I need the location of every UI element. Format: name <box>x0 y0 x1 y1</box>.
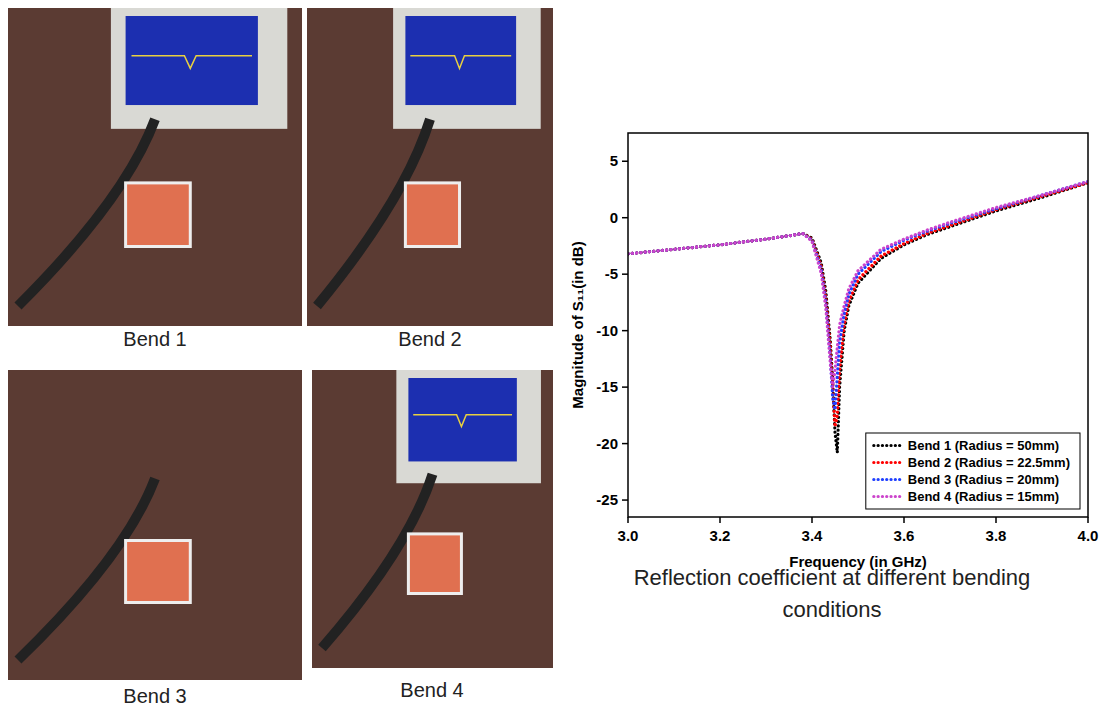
series-line <box>628 182 1088 410</box>
y-tick-label: 5 <box>610 152 618 169</box>
y-tick-label: 0 <box>610 209 618 226</box>
y-tick-label: -15 <box>596 378 618 395</box>
legend: Bend 1 (Radius = 50mm) Bend 2 (Radius = 2… <box>866 433 1080 509</box>
x-tick <box>719 517 721 523</box>
photo <box>8 370 302 680</box>
y-tick-label: -20 <box>596 435 618 452</box>
x-tick-label: 3.4 <box>802 527 824 544</box>
chart: 3.03.23.43.63.84.0-25-20-15-10-505Freque… <box>569 133 1098 570</box>
legend-swatch <box>874 461 902 464</box>
legend-label: Bend 4 (Radius = 15mm) <box>908 489 1059 504</box>
x-tick <box>627 517 629 523</box>
x-tick <box>995 517 997 523</box>
legend-swatch <box>874 444 902 447</box>
photo <box>312 370 553 668</box>
trace <box>413 415 512 427</box>
y-tick <box>622 386 628 388</box>
y-tick <box>622 217 628 219</box>
y-tick <box>622 273 628 275</box>
photo-bg <box>307 8 553 326</box>
x-tick-label: 3.6 <box>894 527 915 544</box>
photo-caption: Bend 4 <box>400 679 463 701</box>
trace <box>131 56 252 69</box>
instrument <box>393 8 541 129</box>
photo-caption: Bend 3 <box>123 685 186 707</box>
legend-label: Bend 1 (Radius = 50mm) <box>908 438 1059 453</box>
legend-label: Bend 3 (Radius = 20mm) <box>908 472 1059 487</box>
antenna <box>126 183 191 247</box>
instrument <box>396 370 541 483</box>
y-axis-title: Magnitude of S₁₁(in dB) <box>569 241 586 408</box>
y-tick <box>622 499 628 501</box>
y-tick <box>622 160 628 162</box>
x-tick-label: 3.8 <box>986 527 1007 544</box>
trace <box>410 56 511 69</box>
photo <box>8 8 302 326</box>
figure-caption: conditions <box>782 597 881 622</box>
photo-bg <box>8 8 302 326</box>
antenna <box>408 534 461 594</box>
x-tick-label: 3.2 <box>710 527 731 544</box>
photo-caption: Bend 2 <box>398 328 461 350</box>
screen <box>408 378 516 461</box>
screen <box>405 16 516 105</box>
photo-bg <box>312 370 553 668</box>
screen <box>126 16 258 105</box>
y-tick <box>622 443 628 445</box>
antenna <box>405 183 459 247</box>
x-tick <box>811 517 813 523</box>
figure-caption: Reflection coefficient at different bend… <box>634 565 1031 590</box>
y-tick-label: -10 <box>596 322 618 339</box>
x-tick <box>903 517 905 523</box>
y-tick-label: -25 <box>596 491 618 508</box>
figure: Bend 1 Bend 2 Bend 3 Bend 4 3.0 3.2 3.4 3.6 3.8 4… <box>0 0 1102 713</box>
plot-frame <box>628 133 1088 517</box>
legend-swatch <box>874 495 902 498</box>
series-group <box>628 182 1088 453</box>
series-line <box>628 183 1088 427</box>
x-tick <box>1087 517 1089 523</box>
photo-caption: Bend 1 <box>123 328 186 350</box>
photo-bg <box>8 370 302 680</box>
series-line <box>628 183 1088 453</box>
legend-swatch <box>874 478 902 481</box>
photo <box>307 8 553 326</box>
instrument <box>111 8 287 129</box>
x-tick-label: 3.0 <box>618 527 639 544</box>
legend-label: Bend 2 (Radius = 22.5mm) <box>908 455 1070 470</box>
x-tick-label: 4.0 <box>1078 527 1099 544</box>
y-tick <box>622 330 628 332</box>
antenna <box>126 541 191 603</box>
y-tick-label: -5 <box>605 265 618 282</box>
series-line <box>628 182 1088 388</box>
legend-box <box>866 433 1080 509</box>
